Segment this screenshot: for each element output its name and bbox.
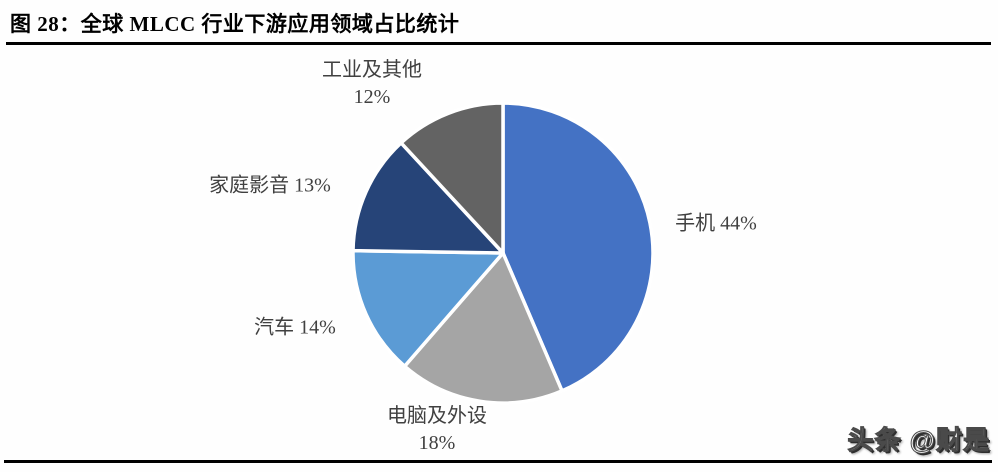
label-computer-peripherals-value: 18%	[418, 432, 456, 454]
label-home-audio-video: 家庭影音 13%	[209, 174, 331, 197]
label-computer-peripherals: 电脑及外设 18%	[387, 403, 487, 457]
label-phone: 手机 44%	[675, 212, 757, 235]
watermark-toutiao-caishi: 头条 @财是	[847, 425, 990, 456]
bottom-divider-line	[4, 460, 992, 463]
label-industrial-other-value: 12%	[353, 86, 391, 108]
figure-title: 图 28：全球 MLCC 行业下游应用领域占比统计	[10, 12, 460, 36]
label-industrial-other: 工业及其他 12%	[322, 57, 422, 111]
title-divider-line	[6, 42, 991, 45]
pie-slice-home-audio-video	[351, 141, 505, 255]
label-automotive: 汽车 14%	[254, 316, 336, 339]
label-computer-peripherals-name: 电脑及外设	[387, 405, 487, 427]
pie-slice-computer-peripherals	[402, 251, 564, 405]
pie-slice-phone	[501, 101, 655, 393]
pie-slice-automotive	[351, 248, 505, 368]
label-industrial-other-name: 工业及其他	[322, 59, 422, 81]
pie-slice-industrial-other	[399, 101, 505, 255]
